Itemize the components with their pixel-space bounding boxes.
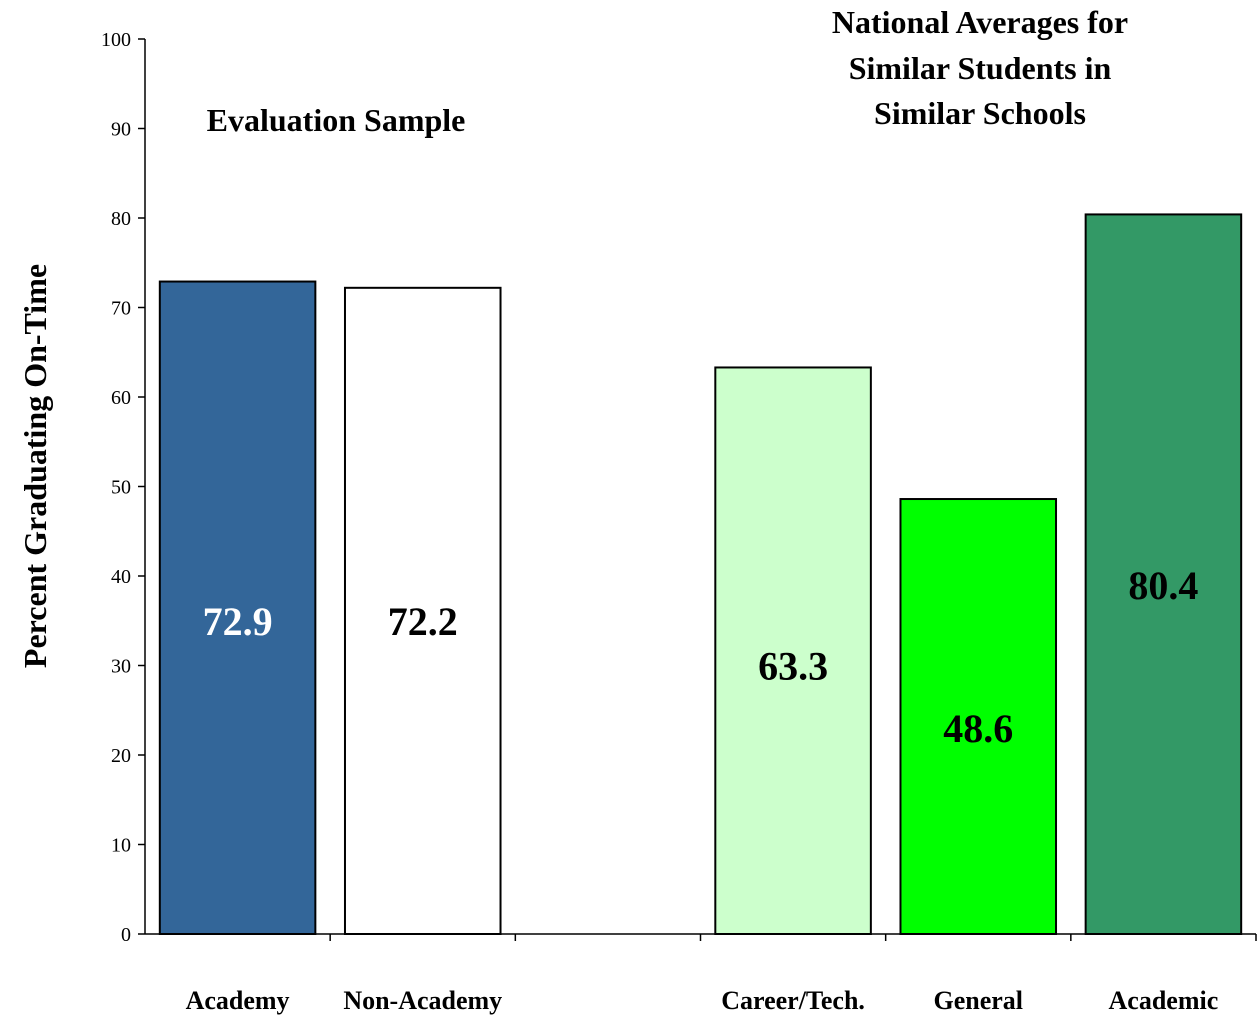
evaluation-sample-title: Evaluation Sample <box>207 102 466 138</box>
y-tick-label: 20 <box>111 745 131 767</box>
value-label: 48.6 <box>943 706 1013 751</box>
x-axis <box>145 933 1257 941</box>
bar-non-academy <box>343 286 502 935</box>
y-tick-label: 10 <box>111 835 131 857</box>
y-tick-label: 30 <box>111 656 131 678</box>
value-label: 72.9 <box>203 599 273 644</box>
national-averages-title-line-3: Similar Schools <box>874 95 1086 131</box>
value-labels: 72.9 72.2 63.3 48.6 80.4 <box>203 563 1199 751</box>
y-tick-label: 0 <box>121 924 131 946</box>
national-averages-title-line-1: National Averages for <box>832 4 1128 40</box>
category-label: Career/Tech. <box>721 986 865 1015</box>
y-tick-label: 70 <box>111 298 131 320</box>
category-label: Academy <box>186 986 290 1015</box>
bar-academy <box>158 280 317 936</box>
value-label: 63.3 <box>758 644 828 689</box>
bar-general <box>899 498 1058 935</box>
category-label: Non-Academy <box>343 986 502 1015</box>
y-tick-label: 80 <box>111 208 131 230</box>
y-tick-label: 100 <box>101 29 131 51</box>
category-label: General <box>933 986 1023 1015</box>
y-tick-label: 50 <box>111 477 131 499</box>
category-label: Academic <box>1109 986 1219 1015</box>
bar-career-tech <box>714 366 872 935</box>
y-axis-title: Percent Graduating On-Time <box>17 264 53 668</box>
bar-academic <box>1084 213 1243 936</box>
bars <box>158 213 1243 936</box>
value-label: 80.4 <box>1128 563 1198 608</box>
y-tick-label: 40 <box>111 566 131 588</box>
y-tick-label: 60 <box>111 387 131 409</box>
national-averages-title-line-2: Similar Students in <box>849 50 1112 86</box>
y-axis: 0 10 20 30 40 50 60 70 80 90 100 <box>101 29 146 946</box>
category-labels: Academy Non-Academy Career/Tech. General Aca… <box>186 986 1219 1015</box>
value-label: 72.2 <box>388 599 458 644</box>
y-tick-label: 90 <box>111 119 131 141</box>
